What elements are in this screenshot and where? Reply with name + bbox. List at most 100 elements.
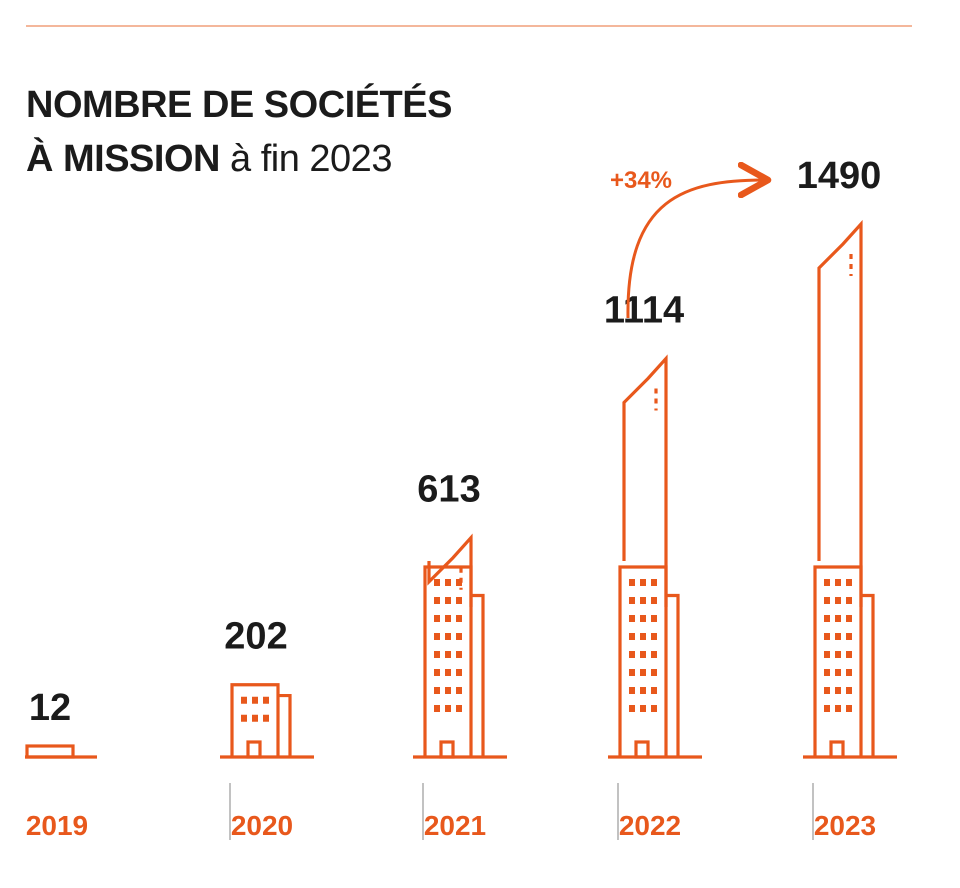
building-2022: 1114 2022 [604,290,702,841]
window [824,651,830,658]
window [434,687,440,694]
building-annex [278,693,292,757]
building-annex [471,593,485,757]
window [824,687,830,694]
data-label: 1114 [604,290,684,332]
window [835,597,841,604]
window [846,597,852,604]
window [824,705,830,712]
window [629,597,635,604]
x-tick-label: 2023 [814,810,876,841]
window [846,579,852,586]
window [252,714,258,722]
building-main [230,683,280,757]
window [434,651,440,658]
window [434,669,440,676]
window [629,705,635,712]
window [835,615,841,622]
building-tower [817,219,863,607]
window [456,615,462,622]
window [835,705,841,712]
title-bold-part: À MISSION [26,138,220,180]
building-door [246,740,262,759]
building-main [618,565,668,757]
window [640,633,646,640]
window [651,579,657,586]
building-door [829,740,845,759]
window [263,696,269,704]
window [456,705,462,712]
window [846,687,852,694]
window [445,579,451,586]
window [651,651,657,658]
window [651,597,657,604]
window [456,597,462,604]
building-tower [427,533,473,607]
chart-marks: 12 2019 202 2020 613 2021 1114 2022 1490 2023 +34% [25,155,897,841]
window [651,687,657,694]
window [241,696,247,704]
window [629,633,635,640]
window [434,633,440,640]
x-tick-label: 2021 [424,810,486,841]
window [445,597,451,604]
window [640,615,646,622]
window [629,615,635,622]
window [445,651,451,658]
window [434,597,440,604]
window [651,669,657,676]
data-label: 613 [417,469,480,511]
building-tower [622,354,668,607]
building-annex [861,593,875,757]
window [835,651,841,658]
window [835,687,841,694]
window [651,633,657,640]
window [640,705,646,712]
window [640,597,646,604]
window [456,633,462,640]
window [846,615,852,622]
window [846,633,852,640]
window [846,651,852,658]
data-label: 12 [29,687,71,729]
window [263,714,269,722]
building-door [439,740,455,759]
title-line-2: À MISSION à fin 2023 [26,132,452,186]
x-tick-label: 2022 [619,810,681,841]
window [846,705,852,712]
window [824,579,830,586]
growth-arrow [626,180,765,319]
top-rule [26,25,912,27]
building-2020: 202 2020 [220,616,314,841]
data-label: 1490 [797,155,882,197]
window [456,669,462,676]
window [640,579,646,586]
window [629,651,635,658]
building-main [423,565,473,757]
window [629,579,635,586]
building-door [634,740,650,759]
window [456,579,462,586]
building-body [25,744,75,759]
window [445,669,451,676]
building-2023: 1490 2023 [797,155,897,841]
building-main [813,565,863,757]
window [241,714,247,722]
window [846,669,852,676]
window [835,669,841,676]
window [651,615,657,622]
title-light-part: à fin 2023 [230,138,392,180]
window [629,687,635,694]
window [824,597,830,604]
window [640,651,646,658]
building-2021: 613 2021 [413,469,507,841]
window [252,696,258,704]
x-tick-label: 2020 [231,810,293,841]
window [456,651,462,658]
window [824,669,830,676]
window [640,687,646,694]
building-annex [666,593,680,757]
window [640,669,646,676]
window [629,669,635,676]
